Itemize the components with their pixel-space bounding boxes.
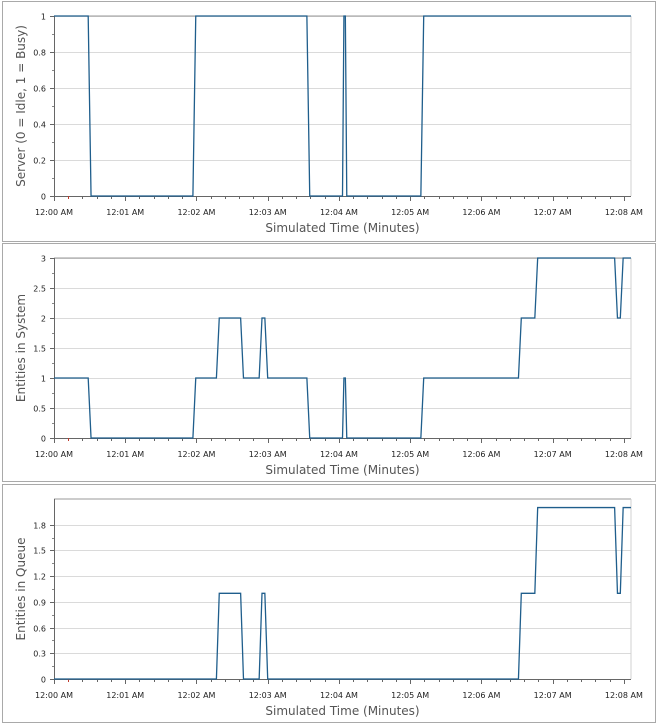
x-tick-label: 12:02 AM [177, 450, 215, 459]
x-axis-title: Simulated Time (Minutes) [265, 463, 419, 477]
y-tick-label: 2 [41, 315, 46, 324]
y-tick-label: 3 [41, 255, 46, 264]
x-tick-label: 12:07 AM [534, 691, 572, 700]
entities-in-system-chart: 0 0.5 1 1.5 2 2.5 3 12:00 AM 12:01 AM 12:02 AM 12:… [14, 255, 643, 478]
y-tick-label: 0.8 [33, 49, 46, 58]
y-tick-label: 1 [41, 13, 46, 22]
x-tick-label: 12:06 AM [462, 691, 500, 700]
y-tick-label: 0 [41, 676, 46, 685]
x-tick-label: 12:01 AM [106, 208, 144, 217]
x-tick-label: 12:00 AM [35, 691, 73, 700]
x-tick-label: 12:00 AM [35, 450, 73, 459]
series-line [54, 506, 631, 680]
x-tick-label: 12:07 AM [534, 450, 572, 459]
series-line [54, 257, 631, 439]
y-tick-label: 1 [41, 375, 46, 384]
y-tick-label: 1.8 [33, 522, 46, 531]
y-tick-label: 0.3 [33, 650, 46, 659]
x-tick-label: 12:06 AM [462, 208, 500, 217]
y-tick-label: 0.5 [33, 405, 46, 414]
y-tick-label: 0.4 [33, 121, 46, 130]
y-tick-label: 0 [41, 193, 46, 202]
x-tick-label: 12:08 AM [605, 691, 643, 700]
x-tick-label: 12:02 AM [177, 208, 215, 217]
y-axis-title: Entities in System [14, 294, 28, 402]
x-tick-label: 12:01 AM [106, 691, 144, 700]
x-axis-title: Simulated Time (Minutes) [265, 704, 419, 718]
series-line [54, 15, 631, 197]
y-tick-label: 2.5 [33, 285, 46, 294]
x-tick-label: 12:07 AM [534, 208, 572, 217]
x-tick-label: 12:03 AM [249, 208, 287, 217]
entities-in-system-chart-panel: 0 0.5 1 1.5 2 2.5 3 12:00 AM 12:01 AM 12:02 AM 12:… [2, 243, 656, 482]
y-axis-title: Server (0 = Idle, 1 = Busy) [14, 25, 28, 187]
x-tick-label: 12:03 AM [249, 450, 287, 459]
y-tick-label: 0 [41, 435, 46, 444]
x-tick-label: 12:00 AM [35, 208, 73, 217]
x-tick-label: 12:08 AM [605, 208, 643, 217]
y-tick-label: 1.5 [33, 547, 46, 556]
x-tick-label: 12:01 AM [106, 450, 144, 459]
y-tick-label: 1.5 [33, 345, 46, 354]
x-tick-label: 12:02 AM [177, 691, 215, 700]
x-axis-title: Simulated Time (Minutes) [265, 221, 419, 235]
x-tick-label: 12:04 AM [320, 691, 358, 700]
x-tick-label: 12:04 AM [320, 450, 358, 459]
y-axis-title: Entities in Queue [14, 538, 28, 641]
x-tick-label: 12:05 AM [391, 691, 429, 700]
y-tick-label: 0.2 [33, 157, 46, 166]
x-tick-label: 12:05 AM [391, 450, 429, 459]
x-tick-label: 12:05 AM [391, 208, 429, 217]
entities-in-queue-chart-panel: 0 0.3 0.6 0.9 1.2 1.5 1.8 12:00 AM 12:01 AM 12:02… [2, 484, 656, 723]
entities-in-queue-chart: 0 0.3 0.6 0.9 1.2 1.5 1.8 12:00 AM 12:01 AM 12:02… [14, 498, 643, 718]
y-tick-label: 0.6 [33, 625, 46, 634]
x-tick-label: 12:04 AM [320, 208, 358, 217]
y-tick-label: 1.2 [33, 573, 46, 582]
server-status-chart-panel: 0 0.2 0.4 0.6 0.8 1 12:00 AM 12:01 AM 12:02 AM 12… [2, 1, 656, 242]
x-tick-label: 12:08 AM [605, 450, 643, 459]
x-tick-label: 12:03 AM [249, 691, 287, 700]
y-tick-label: 0.6 [33, 85, 46, 94]
y-tick-label: 0.9 [33, 599, 46, 608]
server-status-chart: 0 0.2 0.4 0.6 0.8 1 12:00 AM 12:01 AM 12:02 AM 12… [14, 13, 643, 236]
x-tick-label: 12:06 AM [462, 450, 500, 459]
